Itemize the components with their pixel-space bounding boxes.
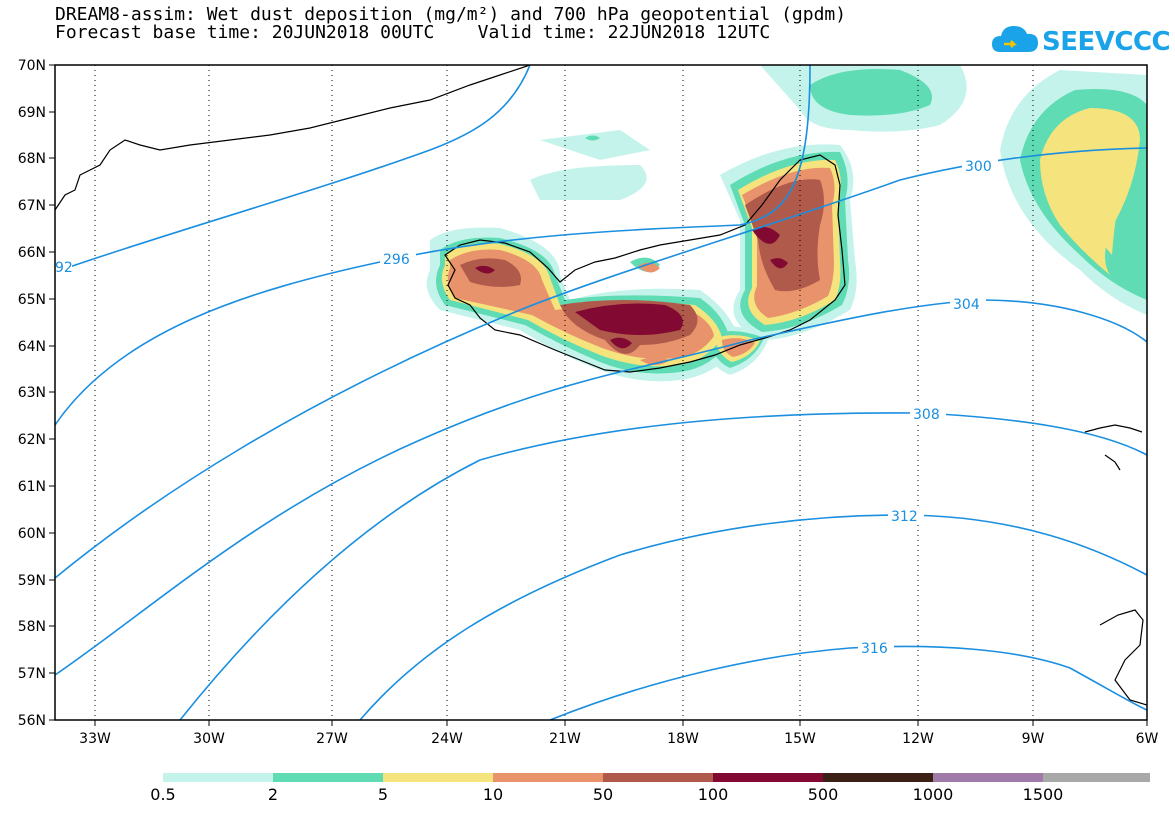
legend-label: 0.5 <box>150 785 175 804</box>
lat-label: 56N <box>18 713 46 729</box>
lon-label: 6W <box>1136 731 1159 747</box>
legend-label: 50 <box>593 785 613 804</box>
lon-label: 27W <box>316 731 348 747</box>
cloud-icon <box>992 26 1038 52</box>
lon-label: 21W <box>549 731 581 747</box>
coastlines <box>55 65 1147 706</box>
lon-label: 18W <box>667 731 699 747</box>
legend-label: 1500 <box>1023 785 1064 804</box>
lon-label: 15W <box>784 731 816 747</box>
lon-label: 12W <box>902 731 934 747</box>
lon-label: 30W <box>193 731 225 747</box>
legend-label: 100 <box>698 785 729 804</box>
lat-label: 64N <box>18 339 46 355</box>
legend-label: 500 <box>808 785 839 804</box>
contour-label-300: 300 <box>965 159 992 175</box>
lon-label: 33W <box>79 731 111 747</box>
map-title: DREAM8-assim: Wet dust deposition (mg/m²… <box>55 4 847 25</box>
contour-label-304: 304 <box>953 297 980 313</box>
contour-label-312: 312 <box>891 509 918 525</box>
contour-labels: 92 296 300 304 308 312 316 <box>52 157 998 657</box>
lat-label: 63N <box>18 385 46 401</box>
legend-swatch <box>273 773 383 782</box>
legend-swatch <box>383 773 493 782</box>
legend-swatch <box>493 773 603 782</box>
legend-swatch <box>1043 773 1150 782</box>
legend-swatch <box>713 773 823 782</box>
logo-text: SEEVCCC <box>1042 27 1171 57</box>
lat-label: 62N <box>18 432 46 448</box>
lat-label: 70N <box>18 58 46 74</box>
longitude-labels: 33W 30W 27W 24W 21W 18W 15W 12W 9W 6W <box>79 731 1158 747</box>
axis-ticks <box>49 64 1148 726</box>
contour-label-296: 296 <box>383 252 410 268</box>
legend-label: 1000 <box>913 785 954 804</box>
lat-label: 67N <box>18 198 46 214</box>
contour-label-316: 316 <box>861 641 888 657</box>
lat-label: 68N <box>18 151 46 167</box>
contour-label-292: 92 <box>55 260 73 276</box>
legend-swatch <box>603 773 713 782</box>
lat-label: 58N <box>18 619 46 635</box>
lat-label: 69N <box>18 105 46 121</box>
legend-swatch <box>933 773 1043 782</box>
graticule <box>94 65 1034 720</box>
lat-label: 60N <box>18 526 46 542</box>
lat-label: 61N <box>18 479 46 495</box>
contour-label-308: 308 <box>913 407 940 423</box>
lat-label: 57N <box>18 666 46 682</box>
map-subtitle: Forecast base time: 20JUN2018 00UTC Vali… <box>55 22 771 43</box>
legend-swatch <box>163 773 273 782</box>
latitude-labels: 70N 69N 68N 67N 66N 65N 64N 63N 62N 61N … <box>18 58 46 729</box>
seevccc-logo: SEEVCCC <box>990 20 1171 60</box>
legend-swatch <box>823 773 933 782</box>
lon-label: 9W <box>1022 731 1045 747</box>
legend-label: 2 <box>268 785 278 804</box>
geopotential-contours <box>55 65 1147 720</box>
legend-label: 5 <box>378 785 388 804</box>
legend-label: 10 <box>483 785 503 804</box>
color-legend: 0.5 2 5 10 50 100 500 1000 1500 <box>150 773 1150 804</box>
lat-label: 59N <box>18 573 46 589</box>
lat-label: 65N <box>18 292 46 308</box>
lon-label: 24W <box>431 731 463 747</box>
dust-deposition-shading <box>426 65 1147 382</box>
lat-label: 66N <box>18 245 46 261</box>
